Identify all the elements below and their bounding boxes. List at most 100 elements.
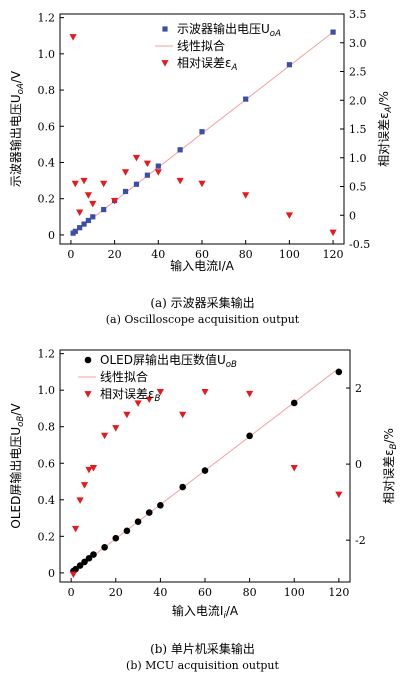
data-point-error — [69, 34, 77, 41]
legend-marker-error — [161, 60, 169, 67]
data-point-voltage — [85, 217, 91, 224]
y-left-tick-label: 0.2 — [38, 530, 56, 543]
caption-a-cn: (a) 示波器采集输出 — [150, 296, 255, 310]
y-left-tick-label: 0.8 — [38, 421, 56, 434]
data-point-error — [121, 169, 130, 176]
y-left-axis-label-group: OLED屏输出电压UoB/V — [8, 403, 26, 529]
data-point-voltage — [335, 368, 343, 376]
data-point-error — [290, 465, 298, 472]
data-point-error — [89, 465, 98, 472]
x-tick-label: 20 — [109, 586, 123, 599]
data-point-voltage — [134, 518, 142, 526]
data-point-voltage — [101, 206, 107, 213]
y-right-tick-label: 2.0 — [349, 94, 367, 107]
data-point-error — [176, 177, 184, 185]
data-point-voltage — [72, 228, 78, 234]
y-left-axis-label: OLED屏输出电压UoB/V — [8, 403, 26, 529]
data-point-voltage — [201, 467, 209, 474]
legend-label-error: 相对误差εA — [177, 56, 238, 73]
data-point-error — [101, 432, 109, 440]
legend-marker-voltage — [162, 26, 168, 32]
data-point-voltage — [157, 501, 164, 509]
data-point-voltage — [246, 432, 253, 440]
data-point-error — [201, 388, 209, 396]
y-left-tick-label: 0.6 — [38, 457, 56, 470]
data-point-voltage — [76, 562, 84, 569]
data-point-error — [112, 425, 120, 432]
data-point-error — [72, 525, 80, 533]
data-point-error — [198, 180, 206, 188]
y-left-tick-label: 1.2 — [38, 348, 56, 361]
y-right-tick-label: 1.5 — [349, 123, 367, 136]
data-point-error — [154, 169, 162, 176]
y-left-tick-label: 1.0 — [38, 48, 56, 61]
data-point-error — [80, 482, 89, 489]
y-right-tick-label: 0.5 — [349, 181, 367, 194]
y-left-tick-label: 0 — [48, 567, 55, 580]
chart-panel-a: 0 20 40 60 80 100 120 0 0.2 0.4 0.6 0.8 1.0 1.2 -0.5 0 0… — [8, 8, 394, 273]
data-point-voltage — [243, 96, 249, 102]
data-point-error — [76, 497, 84, 504]
data-point-error — [111, 197, 119, 205]
y-right-tick-label: 3.0 — [349, 37, 367, 50]
data-point-error — [100, 180, 108, 188]
y-left-tick-label: 0.2 — [38, 193, 56, 206]
caption-b-en: (b) MCU acquisition output — [126, 659, 279, 672]
data-point-voltage — [90, 214, 96, 220]
data-point-voltage — [144, 172, 150, 178]
x-tick-label: 40 — [151, 248, 165, 261]
caption-b-cn: (b) 单片机采集输出 — [150, 642, 255, 656]
y-left-tick-label: 1.2 — [38, 12, 56, 25]
legend-label-fit: 线性拟合 — [100, 369, 148, 384]
legend-marker-voltage — [84, 356, 92, 364]
y-left-axis-label: 示波器输出电压UoA/V — [8, 70, 26, 187]
data-point-voltage — [290, 399, 298, 407]
data-point-error — [156, 388, 164, 396]
x-tick-label: 100 — [279, 248, 300, 261]
chart-panel-b: 0 20 40 60 80 100 120 0 0.2 0.4 0.6 0.8 1.0 1.2 -2 0 2 输入… — [8, 348, 399, 621]
data-point-voltage — [112, 534, 120, 542]
y-right-tick-label: -2 — [355, 534, 366, 547]
data-point-error — [89, 200, 97, 208]
x-tick-label: 20 — [108, 248, 122, 261]
legend-label-error: 相对误差εB — [100, 387, 161, 404]
data-point-voltage — [177, 147, 183, 153]
legend-label-voltage: 示波器输出电压UoA — [177, 21, 281, 39]
x-tick-label: 60 — [198, 586, 212, 599]
data-point-error — [80, 177, 88, 185]
data-point-voltage — [330, 29, 336, 35]
x-tick-label: 80 — [243, 586, 257, 599]
data-point-error — [246, 390, 254, 398]
y-left-tick-label: 0.8 — [38, 84, 56, 97]
data-point-voltage — [101, 543, 108, 551]
y-left-tick-label: 1.0 — [38, 384, 56, 397]
data-point-voltage — [133, 181, 140, 187]
y-right-tick-label: 2.5 — [349, 66, 367, 79]
x-axis-label: 输入电流Ii/A — [172, 603, 239, 621]
data-point-error — [69, 571, 77, 578]
y-right-axis-label: 相对误差εB/% — [382, 428, 399, 504]
data-point-voltage — [85, 554, 93, 562]
legend-label-fit: 线性拟合 — [177, 38, 225, 53]
caption-a-en: (a) Oscilloscope acquisition output — [105, 313, 300, 326]
legend-label-voltage: OLED屏输出电压数值UoB — [100, 352, 237, 370]
y-right-tick-label: 3.5 — [349, 8, 367, 21]
data-point-voltage — [122, 188, 129, 195]
data-point-error — [123, 411, 131, 419]
data-point-error — [285, 212, 293, 219]
data-point-voltage — [123, 527, 131, 535]
data-point-error — [85, 466, 93, 474]
y-right-tick-label: 1.0 — [349, 152, 367, 165]
data-point-error — [335, 491, 343, 499]
x-tick-label: 0 — [67, 248, 74, 261]
y-right-axis-label-group: 相对误差εB/% — [382, 428, 399, 504]
y-right-tick-label: 0 — [355, 458, 362, 471]
y-right-tick-label: 0 — [349, 209, 356, 222]
data-point-error — [329, 229, 337, 237]
data-point-error — [76, 209, 84, 216]
data-point-error — [145, 396, 153, 404]
x-tick-label: 100 — [284, 586, 305, 599]
y-right-axis-label: 相对误差εA/% — [377, 91, 394, 167]
